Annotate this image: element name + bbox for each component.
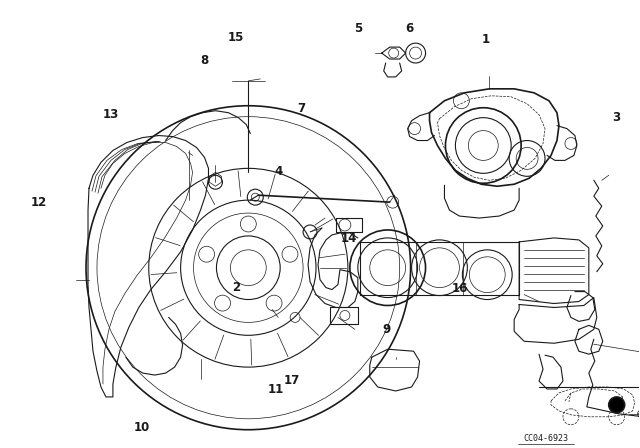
- Text: 4: 4: [275, 165, 283, 178]
- Text: 6: 6: [405, 22, 413, 35]
- Text: 2: 2: [232, 281, 240, 294]
- Text: 16: 16: [452, 282, 468, 295]
- Text: 14: 14: [340, 232, 357, 245]
- Text: 17: 17: [283, 374, 300, 387]
- Text: 7: 7: [297, 102, 305, 115]
- Text: CC04-6923: CC04-6923: [524, 434, 569, 443]
- Text: 8: 8: [200, 54, 208, 67]
- Text: 10: 10: [134, 422, 150, 435]
- Text: 3: 3: [612, 111, 620, 124]
- Text: 11: 11: [268, 383, 284, 396]
- Text: 9: 9: [383, 323, 391, 336]
- Text: 1: 1: [482, 33, 490, 46]
- Text: 5: 5: [354, 22, 362, 35]
- Text: 13: 13: [103, 108, 119, 121]
- Circle shape: [609, 397, 625, 413]
- Text: 12: 12: [30, 196, 47, 209]
- Text: 15: 15: [228, 30, 244, 43]
